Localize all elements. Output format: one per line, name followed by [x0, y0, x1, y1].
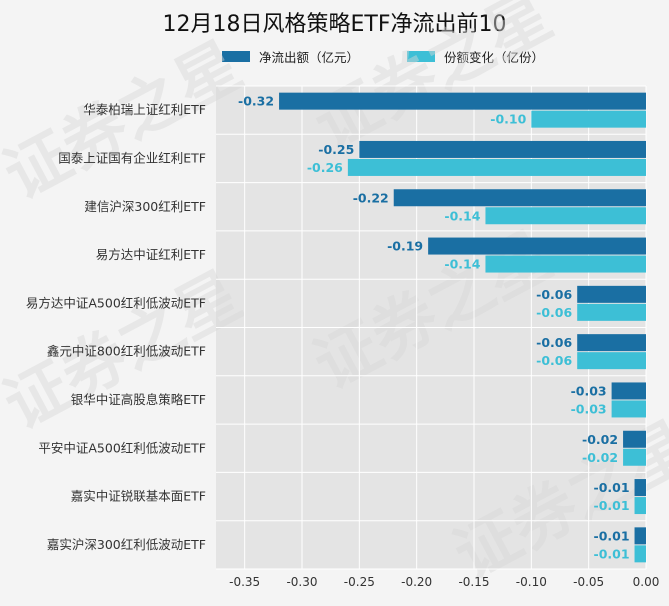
category-label: 华泰柏瑞上证红利ETF — [83, 102, 206, 117]
category-label: 鑫元中证800红利低波动ETF — [47, 344, 206, 359]
bar-net-outflow — [279, 92, 646, 110]
data-label-net-outflow: -0.25 — [318, 142, 354, 157]
data-label-net-outflow: -0.06 — [536, 335, 572, 350]
data-label-share-change: -0.02 — [582, 450, 618, 465]
bar-share-change — [531, 110, 646, 128]
category-label: 嘉实沪深300红利低波动ETF — [47, 537, 206, 552]
bar-share-change — [577, 303, 646, 321]
bar-net-outflow — [393, 189, 646, 207]
data-label-net-outflow: -0.19 — [387, 239, 423, 254]
data-label-net-outflow: -0.03 — [571, 383, 607, 398]
legend-label-share-change: 份额变化（亿份） — [444, 50, 545, 65]
bar-net-outflow — [634, 527, 646, 545]
x-tick-label: 0.00 — [633, 575, 660, 589]
data-label-share-change: -0.01 — [594, 498, 630, 513]
bar-share-change — [623, 448, 646, 466]
bar-net-outflow — [428, 237, 646, 255]
category-label: 国泰上证国有企业红利ETF — [58, 150, 206, 165]
category-label: 嘉实中证锐联基本面ETF — [71, 489, 206, 504]
data-label-share-change: -0.14 — [444, 257, 480, 272]
bar-share-change — [611, 400, 646, 418]
legend-swatch-net-outflow — [222, 51, 250, 62]
legend-item-net-outflow: 净流出额（亿元） — [222, 47, 359, 66]
bar-share-change — [347, 158, 646, 176]
data-label-share-change: -0.03 — [571, 401, 607, 416]
bar-net-outflow — [577, 334, 646, 352]
chart-title: 12月18日风格策略ETF净流出前10 — [162, 12, 507, 37]
data-label-share-change: -0.14 — [444, 208, 480, 223]
data-label-net-outflow: -0.06 — [536, 287, 572, 302]
category-label: 易方达中证红利ETF — [96, 247, 206, 262]
x-tick-label: -0.25 — [344, 575, 375, 589]
bar-share-change — [577, 352, 646, 370]
category-label: 易方达中证A500红利低波动ETF — [26, 295, 206, 310]
data-label-share-change: -0.06 — [536, 353, 572, 368]
x-tick-label: -0.20 — [401, 575, 432, 589]
bar-net-outflow — [577, 285, 646, 303]
bar-net-outflow — [634, 479, 646, 497]
bar-share-change — [485, 207, 646, 225]
watermark-text: 证券之星 — [0, 29, 254, 215]
bar-net-outflow — [359, 140, 646, 158]
legend: 净流出额（亿元） 份额变化（亿份） — [222, 47, 592, 66]
category-label: 平安中证A500红利低波动ETF — [38, 440, 206, 455]
x-tick-label: -0.10 — [516, 575, 547, 589]
bar-share-change — [485, 255, 646, 273]
x-tick-label: -0.35 — [229, 575, 260, 589]
bar-share-change — [634, 497, 646, 515]
data-label-net-outflow: -0.01 — [594, 528, 630, 543]
data-label-net-outflow: -0.32 — [238, 94, 274, 109]
data-label-share-change: -0.01 — [594, 546, 630, 561]
data-label-net-outflow: -0.22 — [353, 190, 389, 205]
category-label: 银华中证高股息策略ETF — [71, 392, 206, 407]
category-label: 建信沪深300红利ETF — [84, 199, 206, 214]
data-label-share-change: -0.06 — [536, 305, 572, 320]
data-label-share-change: -0.10 — [490, 112, 526, 127]
bar-net-outflow — [623, 430, 646, 448]
data-label-net-outflow: -0.02 — [582, 432, 618, 447]
x-tick-label: -0.30 — [286, 575, 317, 589]
x-tick-label: -0.05 — [573, 575, 604, 589]
data-label-net-outflow: -0.01 — [594, 480, 630, 495]
bar-share-change — [634, 545, 646, 563]
legend-item-share-change: 份额变化（亿份） — [407, 47, 544, 66]
x-tick-label: -0.15 — [458, 575, 489, 589]
data-label-share-change: -0.26 — [307, 160, 343, 175]
bar-net-outflow — [611, 382, 646, 400]
legend-swatch-share-change — [407, 51, 436, 62]
legend-label-net-outflow: 净流出额（亿元） — [259, 50, 360, 65]
